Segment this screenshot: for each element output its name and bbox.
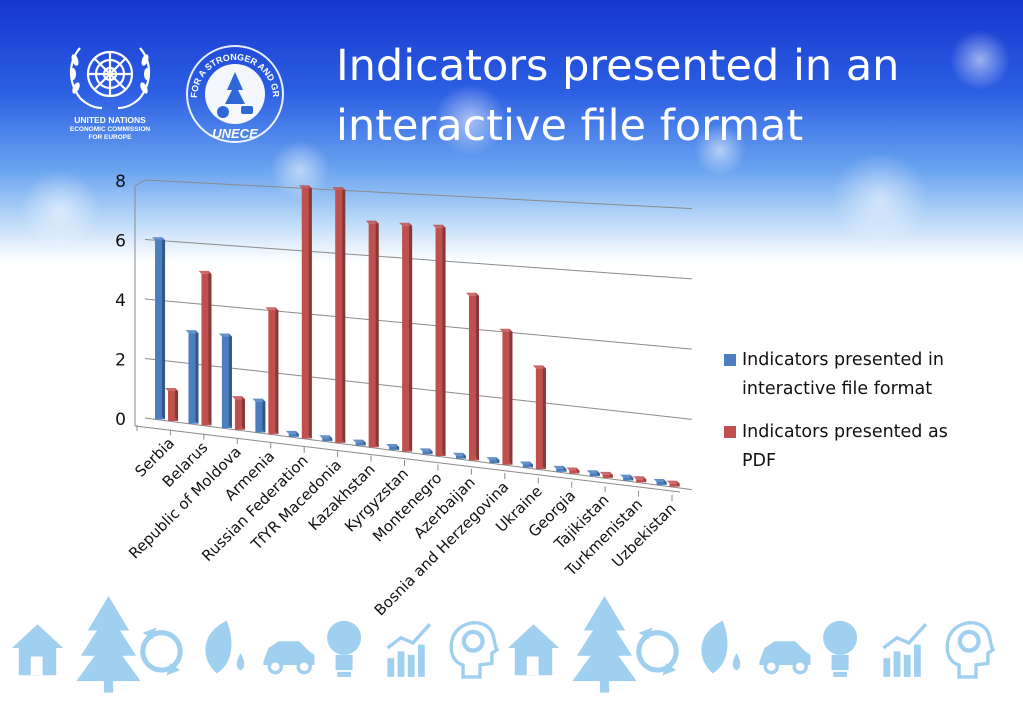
legend-label-pdf: Indicators presented as PDF — [742, 422, 948, 471]
bar-pdf — [499, 328, 513, 465]
bar-pdf — [265, 307, 279, 435]
legend-item-pdf: Indicators presented as PDF — [722, 418, 962, 476]
bar-pdf — [365, 220, 379, 448]
bar-pdf — [432, 224, 446, 457]
bulb-icon — [823, 620, 858, 677]
bar-pdf — [465, 292, 479, 461]
head-gear-icon — [945, 621, 996, 679]
axis-wall-top — [134, 179, 146, 187]
y-tick-label: 0 — [115, 410, 126, 430]
bar-interactive — [452, 452, 466, 459]
car-icon — [263, 641, 315, 675]
un-ece-logo: UNITED NATIONS ECONOMIC COMMISSION FOR E… — [62, 38, 158, 148]
y-tick-label: 6 — [115, 232, 126, 252]
bar-interactive — [185, 330, 199, 424]
bar-pdf — [165, 388, 179, 422]
bar-pdf — [633, 476, 647, 483]
gridline — [144, 358, 693, 420]
bar-interactive — [620, 474, 634, 481]
gridline — [144, 298, 693, 350]
x-axis — [134, 425, 681, 493]
bar-pdf — [399, 222, 413, 452]
un-logo-line2: ECONOMIC COMMISSION — [69, 126, 151, 133]
bar-pdf — [566, 467, 580, 474]
bar-pdf — [599, 471, 613, 478]
bar-interactive — [285, 430, 299, 437]
gridline — [144, 179, 693, 210]
bar-pdf — [666, 480, 680, 487]
bar-interactive — [486, 457, 500, 464]
green-economy-logo: FOR A STRONGER AND GREENER ECONOMY UNECE — [179, 30, 286, 148]
bar-interactive — [352, 439, 366, 446]
bar-interactive — [252, 398, 266, 433]
tree-icon — [572, 596, 637, 693]
tree-icon — [76, 596, 141, 693]
y-tick-label: 4 — [115, 291, 126, 311]
growth-chart-icon — [882, 623, 928, 677]
bar-pdf — [332, 186, 346, 443]
gridline — [144, 417, 693, 491]
bar-pdf — [298, 185, 312, 439]
y-tick-label: 8 — [115, 172, 126, 192]
bulb-icon — [327, 620, 362, 677]
recycle-globe-icon — [636, 627, 679, 676]
bar-interactive — [519, 461, 533, 468]
leaf-drop-icon — [701, 620, 741, 674]
head-gear-icon — [449, 621, 500, 679]
un-logo-name: UNITED NATIONS — [74, 115, 146, 125]
legend-swatch-interactive — [724, 354, 736, 366]
bar-pdf — [231, 396, 245, 430]
bar-interactive — [319, 435, 333, 442]
bar-interactive — [419, 448, 433, 455]
bar-interactive — [653, 478, 667, 485]
bar-interactive — [586, 470, 600, 477]
bar-interactive — [553, 465, 567, 472]
chart-legend: Indicators presented in interactive file… — [722, 346, 962, 490]
unece-logo-brand: UNECE — [212, 126, 258, 141]
bar-pdf — [198, 270, 212, 426]
bar-pdf — [532, 365, 546, 470]
car-icon — [759, 641, 811, 675]
recycle-globe-icon — [140, 627, 183, 676]
bar-interactive — [218, 333, 232, 429]
leaf-drop-icon — [205, 620, 245, 674]
slide-title: Indicators presented in an interactive f… — [336, 41, 900, 151]
gridline — [144, 239, 693, 280]
footer-icon-strip — [12, 596, 996, 693]
bar-interactive — [386, 443, 400, 450]
legend-label-interactive: Indicators presented in interactive file… — [742, 350, 944, 399]
legend-item-interactive: Indicators presented in interactive file… — [722, 346, 962, 404]
bar-interactive — [152, 237, 166, 420]
house-icon — [508, 624, 559, 676]
y-tick-label: 2 — [115, 351, 126, 371]
growth-chart-icon — [386, 623, 432, 677]
house-icon — [12, 624, 63, 676]
un-logo-line3: FOR EUROPE — [88, 134, 132, 141]
legend-swatch-pdf — [724, 426, 736, 438]
